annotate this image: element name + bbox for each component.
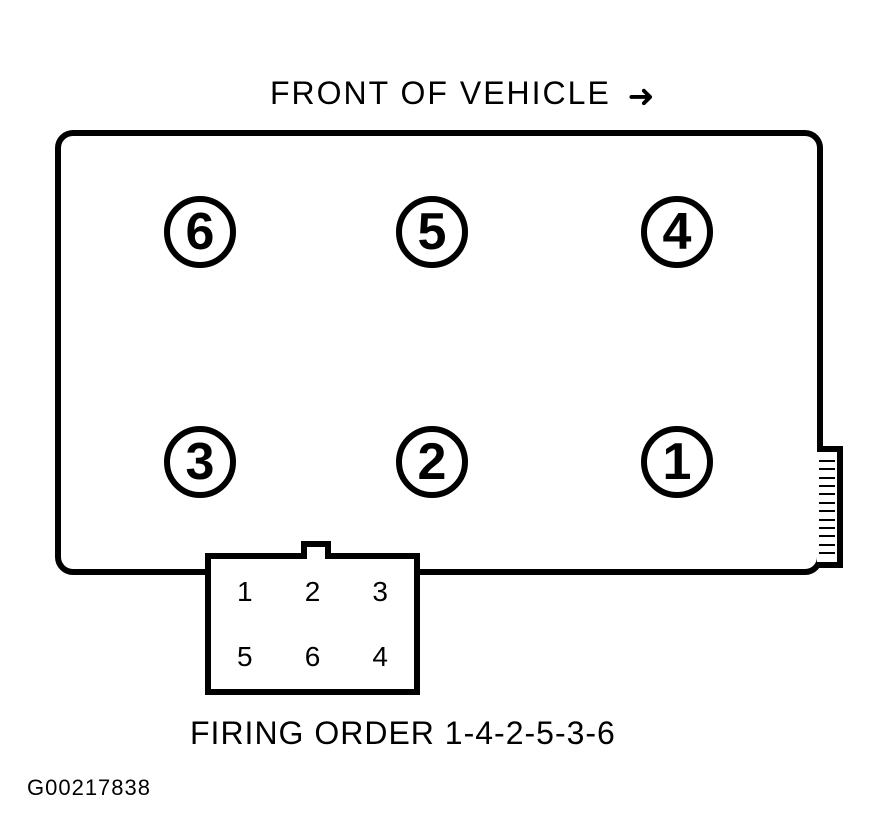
connector-tick bbox=[819, 502, 835, 504]
side-connector-tab bbox=[817, 446, 843, 568]
cylinder-5: 5 bbox=[396, 196, 468, 268]
connector-tick bbox=[819, 544, 835, 546]
connector-tick bbox=[819, 493, 835, 495]
connector-tick bbox=[819, 460, 835, 462]
connector-tick bbox=[819, 468, 835, 470]
connector-tick bbox=[819, 510, 835, 512]
front-of-vehicle-label: FRONT OF VEHICLE ➜ bbox=[270, 75, 656, 115]
connector-tick bbox=[819, 485, 835, 487]
connector-ticks bbox=[817, 460, 837, 554]
coil-terminal-3: 3 bbox=[372, 576, 388, 608]
front-label-text: FRONT OF VEHICLE bbox=[270, 75, 611, 111]
cylinder-3: 3 bbox=[164, 426, 236, 498]
connector-tick bbox=[819, 535, 835, 537]
coil-pack-grid: 1 2 3 5 6 4 bbox=[211, 559, 414, 689]
firing-order-label: FIRING ORDER 1-4-2-5-3-6 bbox=[190, 715, 616, 752]
cylinder-4: 4 bbox=[641, 196, 713, 268]
coil-terminal-5: 5 bbox=[237, 641, 253, 673]
connector-tick bbox=[819, 477, 835, 479]
coil-pack-box: 1 2 3 5 6 4 bbox=[205, 553, 420, 695]
engine-block-outline: 6 5 4 3 2 1 bbox=[55, 130, 823, 575]
cylinder-2: 2 bbox=[396, 426, 468, 498]
image-code-label: G00217838 bbox=[27, 775, 151, 801]
connector-tick bbox=[819, 527, 835, 529]
cylinder-1: 1 bbox=[641, 426, 713, 498]
connector-tick bbox=[819, 519, 835, 521]
right-arrow-icon: ➜ bbox=[628, 77, 657, 115]
coil-terminal-6: 6 bbox=[305, 641, 321, 673]
connector-tick bbox=[819, 552, 835, 554]
cylinder-6: 6 bbox=[164, 196, 236, 268]
coil-terminal-4: 4 bbox=[372, 641, 388, 673]
coil-terminal-2: 2 bbox=[305, 576, 321, 608]
coil-pack-top-tab bbox=[301, 541, 331, 559]
coil-terminal-1: 1 bbox=[237, 576, 253, 608]
